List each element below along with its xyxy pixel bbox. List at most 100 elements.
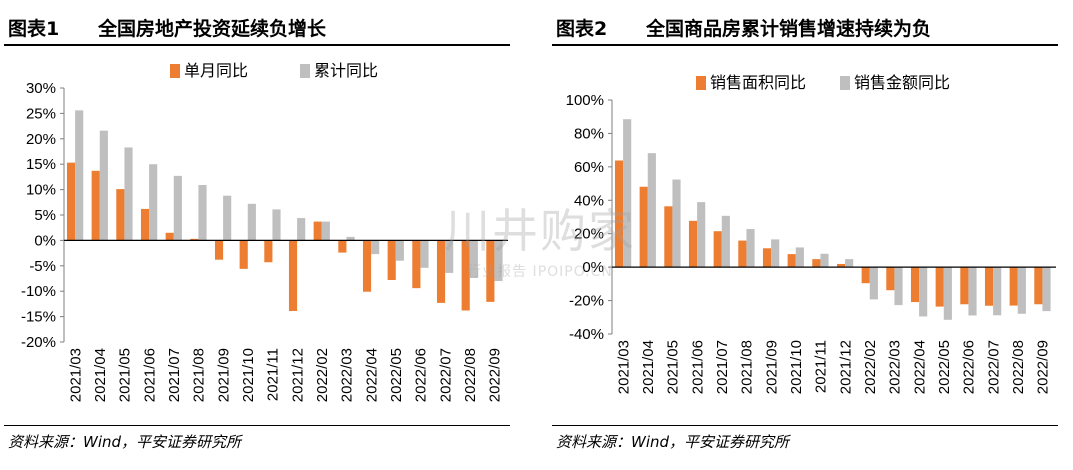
x-tick-label: 2021/06 [141, 348, 158, 402]
bar-series-1 [338, 240, 347, 253]
x-tick-label: 2022/06 [413, 348, 430, 402]
x-tick-label: 2021/10 [788, 340, 805, 394]
x-tick-label: 2021/05 [117, 348, 134, 402]
x-tick-label: 2021/12 [289, 348, 306, 402]
x-tick-label: 2021/11 [813, 340, 830, 393]
x-tick-label: 2021/07 [714, 340, 731, 394]
x-tick-label: 2022/03 [887, 340, 904, 394]
x-tick-label: 2022/05 [936, 340, 953, 394]
source-rule-2 [552, 425, 1058, 426]
bar-series-2 [247, 203, 256, 241]
x-tick-label: 2022/09 [487, 348, 504, 402]
y-tick-label: 30% [26, 80, 56, 97]
x-tick-label: 2021/07 [166, 348, 183, 402]
y-tick-label: -5% [29, 258, 56, 275]
y-tick-label: 0% [582, 259, 604, 276]
legend-label: 销售面积同比 [710, 73, 806, 92]
bar-series-2 [672, 179, 681, 268]
bar-series-1 [461, 240, 470, 311]
bar-series-1 [165, 232, 174, 241]
x-tick-label: 2021/09 [763, 340, 780, 394]
figure-label-1: 图表1 [8, 18, 60, 40]
bar-series-2 [845, 259, 854, 268]
x-tick-label: 2021/04 [640, 340, 657, 394]
x-tick-label: 2021/09 [215, 348, 232, 402]
chart-title-1: 全国房地产投资延续负增长 [98, 18, 327, 40]
x-tick-label: 2021/11 [265, 348, 282, 401]
bar-series-2 [75, 110, 84, 241]
bar-series-2 [721, 215, 730, 268]
x-tick-label: 2021/12 [837, 340, 854, 394]
bar-series-2 [445, 240, 454, 273]
bar-series-1 [614, 160, 624, 268]
bar-series-2 [1042, 267, 1051, 312]
x-tick-label: 2022/02 [314, 348, 331, 402]
bar-series-1 [812, 259, 821, 268]
bar-series-2 [795, 247, 804, 268]
bar-series-2 [919, 267, 928, 317]
x-tick-label: 2021/06 [689, 340, 706, 394]
bar-series-2 [297, 218, 306, 241]
bar-series-1 [436, 240, 446, 303]
bar-series-1 [787, 254, 796, 268]
x-tick-label: 2022/07 [437, 348, 454, 402]
bar-series-2 [149, 164, 158, 241]
bar-series-2 [623, 119, 632, 268]
bar-series-1 [116, 189, 125, 241]
bar-series-2 [321, 221, 330, 241]
y-tick-label: 0% [34, 232, 56, 249]
bar-series-1 [190, 238, 199, 241]
bar-series-2 [395, 240, 404, 261]
legend-label: 销售金额同比 [854, 73, 950, 92]
x-tick-label: 2022/09 [1035, 340, 1052, 394]
bar-series-2 [1017, 267, 1026, 314]
bar-series-2 [697, 202, 706, 268]
bar-series-1 [91, 170, 100, 241]
bar-series-2 [124, 147, 133, 241]
bar-series-2 [272, 209, 281, 241]
bar-series-1 [412, 240, 421, 289]
bar-series-1 [984, 267, 994, 306]
bar-series-1 [688, 220, 698, 268]
chart-2-svg: -40% -20% 0% 20% 40% 60% 80% 100% 2021/03 2021/04… [566, 73, 1056, 394]
y-tick-label: 60% [574, 159, 604, 176]
y-tick-label: 10% [26, 182, 56, 199]
bar-series-1 [960, 267, 969, 305]
bar-series-1 [861, 267, 870, 284]
bar-series-1 [214, 240, 224, 260]
bar-series-1 [66, 162, 76, 241]
legend-swatch [840, 76, 850, 90]
chart-panel-2: 图表2 全国商品房累计销售增速持续为负 -40% -20% 0% 20% 40% 60% 80… [548, 0, 1063, 470]
bar-series-1 [239, 240, 248, 269]
bar-series-2 [346, 236, 355, 241]
bar-series-2 [943, 267, 952, 320]
bar-series-1 [387, 240, 396, 281]
x-tick-label: 2022/06 [961, 340, 978, 394]
y-tick-label: 80% [574, 125, 604, 142]
y-tick-label: 20% [574, 226, 604, 243]
x-tick-label: 2022/08 [1010, 340, 1027, 394]
source-note-2: 资料来源：Wind，平安证券研究所 [556, 433, 790, 451]
y-tick-label: -40% [569, 326, 604, 343]
bar-series-1 [288, 240, 298, 312]
y-tick-label: 40% [574, 192, 604, 209]
title-rule-1 [4, 44, 510, 46]
bar-series-1 [738, 240, 747, 268]
bar-series-1 [1009, 267, 1018, 306]
x-tick-label: 2021/08 [739, 340, 756, 394]
title-rule-2 [552, 44, 1058, 46]
bar-series-1 [313, 221, 322, 241]
bar-series-1 [639, 186, 648, 268]
bar-series-1 [486, 240, 495, 302]
chart-panel-1: 图表1 全国房地产投资延续负增长 -20% -15% -10% -5% 0% 5% 10% 15… [0, 0, 515, 470]
x-tick-label: 2022/04 [911, 340, 928, 394]
x-tick-label: 2022/04 [363, 348, 380, 402]
legend-label: 累计同比 [314, 61, 378, 80]
y-tick-label: 100% [566, 92, 604, 109]
x-tick-label: 2022/02 [862, 340, 879, 394]
x-tick-label: 2021/03 [67, 348, 84, 402]
legend-label: 单月同比 [184, 61, 248, 80]
x-tick-label: 2021/03 [615, 340, 632, 394]
bar-series-1 [935, 267, 944, 307]
figure-label-2: 图表2 [556, 18, 608, 40]
